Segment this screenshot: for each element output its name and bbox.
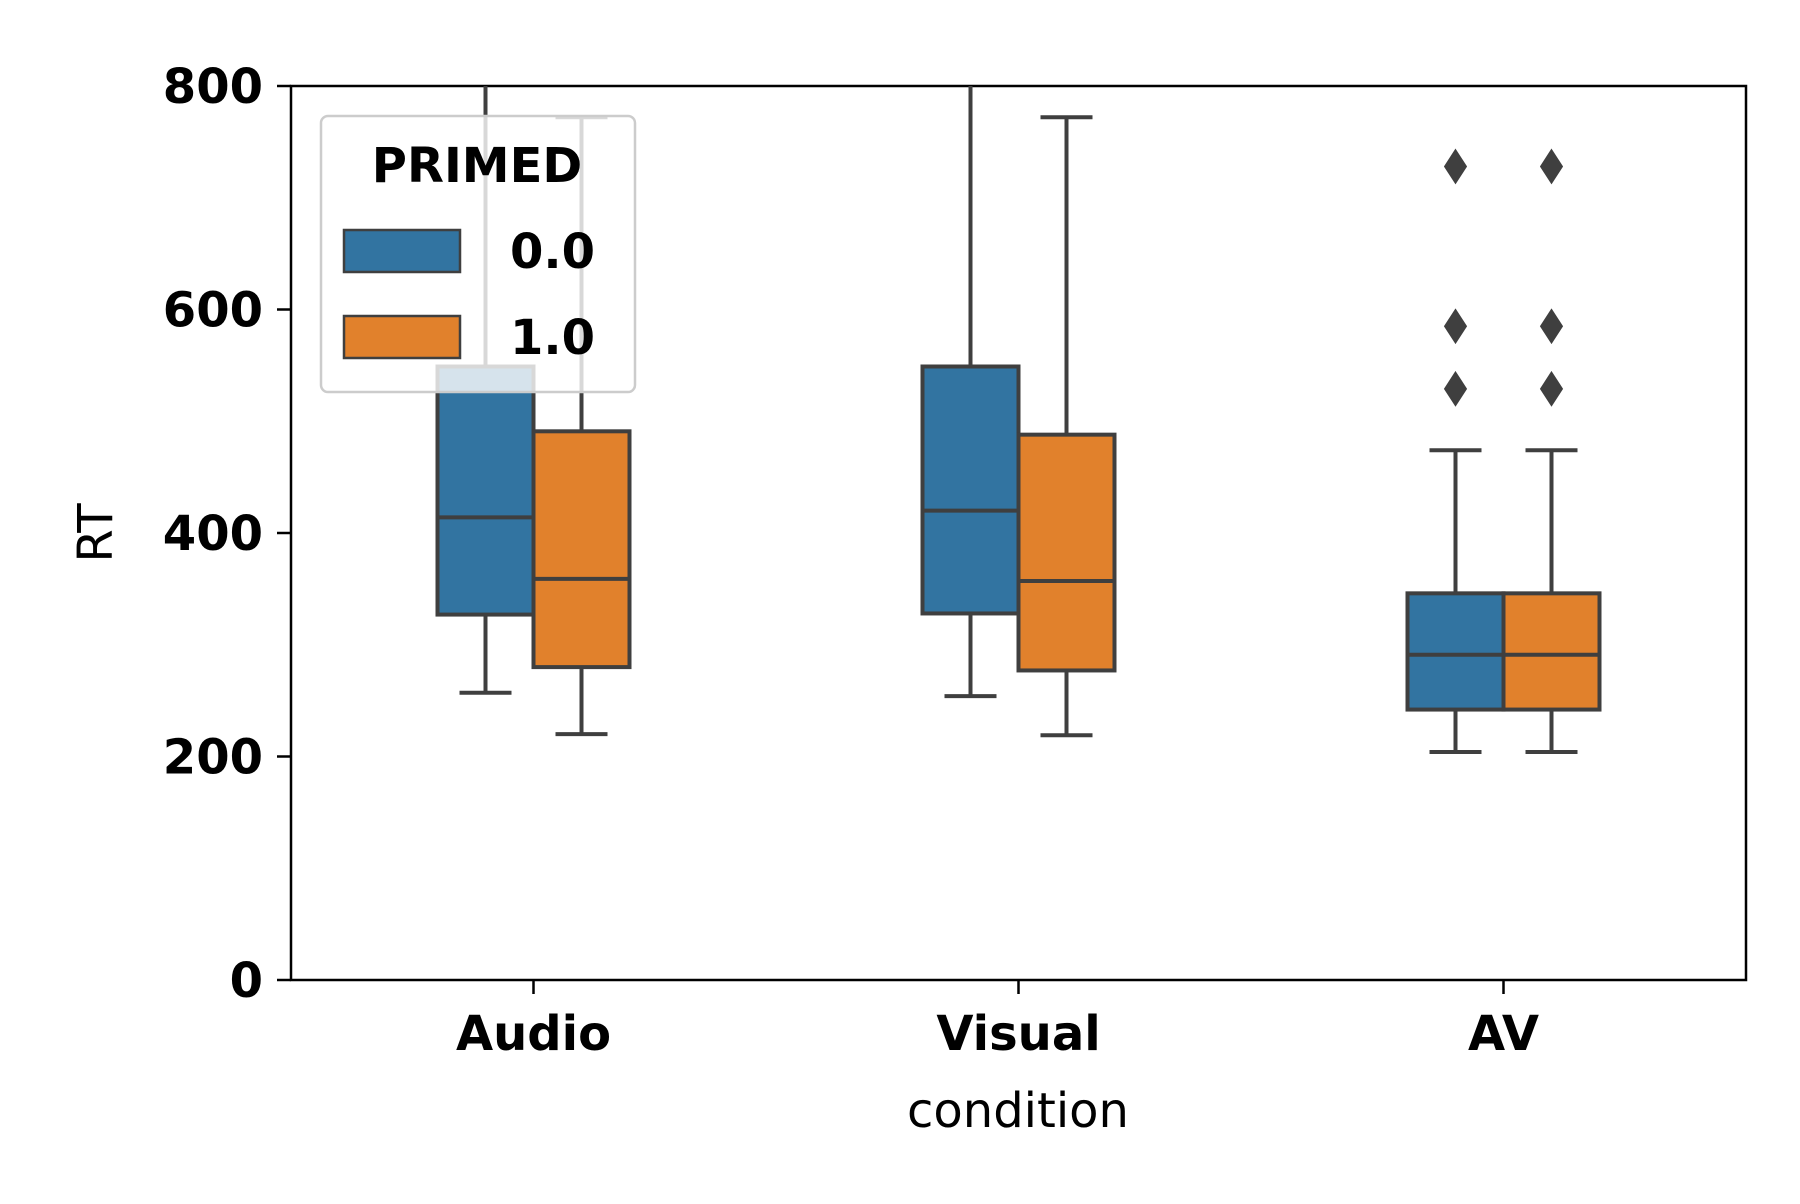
box-audio-1.0 [531, 115, 632, 737]
box-av-1.0 [1501, 148, 1602, 755]
outlier-point [1539, 370, 1564, 407]
box-visual-0.0 [920, 86, 1021, 699]
y-axis-title: RT [68, 503, 124, 563]
box-iqr [1016, 432, 1117, 673]
box-iqr [531, 429, 632, 670]
y-tick-label: 800 [163, 59, 263, 115]
box-iqr [1405, 591, 1506, 712]
box-iqr [435, 364, 536, 617]
outlier-point [1539, 148, 1564, 185]
outlier-point [1539, 308, 1564, 345]
box-iqr [1501, 591, 1602, 712]
box-audio-0.0 [435, 86, 536, 695]
legend-swatch-1 [342, 314, 462, 360]
outlier-point [1443, 370, 1468, 407]
box-visual-1.0 [1016, 115, 1117, 738]
x-tick-label: Audio [456, 1006, 611, 1062]
y-tick-label: 400 [163, 506, 263, 562]
x-axis: Audio Visual AV [456, 980, 1539, 1062]
y-tick-label: 600 [163, 283, 263, 339]
legend-swatch-0 [342, 228, 462, 274]
box-iqr [920, 364, 1021, 616]
x-tick-label: AV [1468, 1006, 1539, 1062]
y-tick-label: 0 [230, 953, 263, 1009]
y-axis: 0 200 400 600 800 [163, 59, 291, 1009]
legend-label-1: 1.0 [510, 310, 595, 366]
outlier-point [1443, 308, 1468, 345]
x-tick-label: Visual [936, 1006, 1100, 1062]
legend-title: PRIMED [372, 138, 582, 194]
x-axis-title: condition [907, 1083, 1129, 1139]
outlier-point [1443, 148, 1468, 185]
legend: PRIMED 0.0 1.0 [319, 114, 637, 394]
y-tick-label: 200 [163, 730, 263, 786]
box-av-0.0 [1405, 148, 1506, 755]
box-layer [435, 86, 1602, 755]
legend-label-0: 0.0 [510, 224, 595, 280]
